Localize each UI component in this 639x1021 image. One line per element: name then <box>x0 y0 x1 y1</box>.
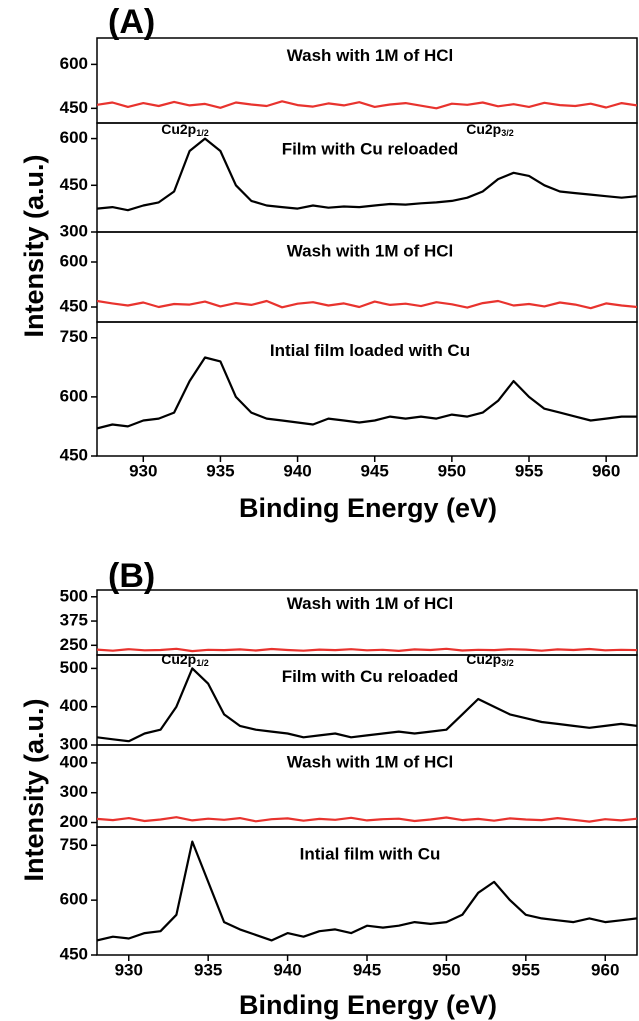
subplot-title: Intial film with Cu <box>300 845 441 864</box>
peak-annotation: Cu2p1/2 <box>161 121 209 139</box>
annotation-text: Cu2p <box>466 121 501 137</box>
y-tick-label: 200 <box>60 812 88 831</box>
spectrum-line <box>97 816 637 823</box>
x-tick-label: 935 <box>194 960 222 979</box>
x-tick-label: 960 <box>592 461 620 480</box>
annotation-text: Cu2p <box>161 651 196 667</box>
spectrum-line <box>97 840 637 942</box>
y-tick-label: 375 <box>60 611 88 630</box>
y-tick-label: 750 <box>60 835 88 854</box>
y-tick-label: 750 <box>60 327 88 346</box>
spectrum-line <box>97 137 637 212</box>
panel-label: (B) <box>108 557 155 595</box>
subplot-title: Wash with 1M of HCl <box>287 241 454 260</box>
x-tick-label: 940 <box>283 461 311 480</box>
spectrum-line <box>97 647 637 653</box>
annotation-text: Cu2p <box>466 651 501 667</box>
y-tick-label: 600 <box>60 128 88 147</box>
spectrum-line <box>97 100 637 110</box>
x-tick-label: 950 <box>432 960 460 979</box>
x-tick-label: 950 <box>438 461 466 480</box>
annotation-subscript: 3/2 <box>501 128 514 138</box>
x-axis-label: Binding Energy (eV) <box>239 990 497 1020</box>
panel-label: (A) <box>108 3 155 41</box>
annotation-subscript: 3/2 <box>501 658 514 668</box>
y-tick-label: 450 <box>60 445 88 464</box>
plot-frame <box>96 321 638 457</box>
x-tick-label: 945 <box>361 461 389 480</box>
y-tick-label: 450 <box>60 296 88 315</box>
x-tick-label: 930 <box>115 960 143 979</box>
peak-annotation: Cu2p3/2 <box>466 121 514 139</box>
subplot-title: Film with Cu reloaded <box>282 140 459 159</box>
subplot-title: Intial film loaded with Cu <box>270 341 470 360</box>
spectrum-line <box>97 667 637 743</box>
annotation-subscript: 1/2 <box>196 658 209 668</box>
y-tick-label: 500 <box>60 658 88 677</box>
x-tick-label: 960 <box>591 960 619 979</box>
y-axis-label: Intensity (a.u.) <box>19 698 49 881</box>
subplot-title: Wash with 1M of HCl <box>287 594 454 613</box>
y-tick-label: 600 <box>60 54 88 73</box>
x-tick-label: 955 <box>515 461 543 480</box>
peak-annotation: Cu2p3/2 <box>466 651 514 669</box>
y-tick-label: 400 <box>60 752 88 771</box>
y-tick-label: 450 <box>60 175 88 194</box>
x-tick-label: 940 <box>273 960 301 979</box>
x-tick-label: 935 <box>206 461 234 480</box>
peak-annotation: Cu2p1/2 <box>161 651 209 669</box>
y-tick-label: 300 <box>60 782 88 801</box>
subplot-title: Film with Cu reloaded <box>282 667 459 686</box>
x-axis-label: Binding Energy (eV) <box>239 493 497 523</box>
spectrum-line <box>97 356 637 430</box>
y-tick-label: 600 <box>60 251 88 270</box>
spectrum-line <box>97 299 637 310</box>
x-tick-label: 930 <box>129 461 157 480</box>
y-tick-label: 450 <box>60 944 88 963</box>
y-axis-label: Intensity (a.u.) <box>19 154 49 337</box>
annotation-text: Cu2p <box>161 121 196 137</box>
y-tick-label: 450 <box>60 98 88 117</box>
x-tick-label: 955 <box>512 960 540 979</box>
y-tick-label: 300 <box>60 221 88 240</box>
x-tick-label: 945 <box>353 960 381 979</box>
subplot-title: Wash with 1M of HCl <box>287 753 454 772</box>
annotation-subscript: 1/2 <box>196 128 209 138</box>
y-tick-label: 400 <box>60 696 88 715</box>
y-tick-label: 500 <box>60 586 88 605</box>
y-tick-label: 300 <box>60 734 88 753</box>
y-tick-label: 600 <box>60 890 88 909</box>
y-tick-label: 600 <box>60 386 88 405</box>
subplot-title: Wash with 1M of HCl <box>287 46 454 65</box>
y-tick-label: 250 <box>60 635 88 654</box>
